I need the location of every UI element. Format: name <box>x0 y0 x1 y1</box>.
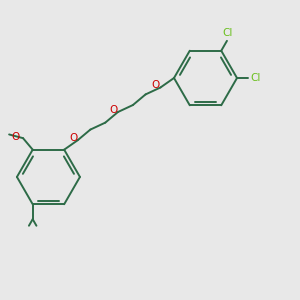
Text: O: O <box>69 133 77 143</box>
Text: Cl: Cl <box>222 28 232 38</box>
Text: O: O <box>152 80 160 90</box>
Text: O: O <box>11 132 20 142</box>
Text: O: O <box>109 105 118 115</box>
Text: Cl: Cl <box>251 73 261 83</box>
